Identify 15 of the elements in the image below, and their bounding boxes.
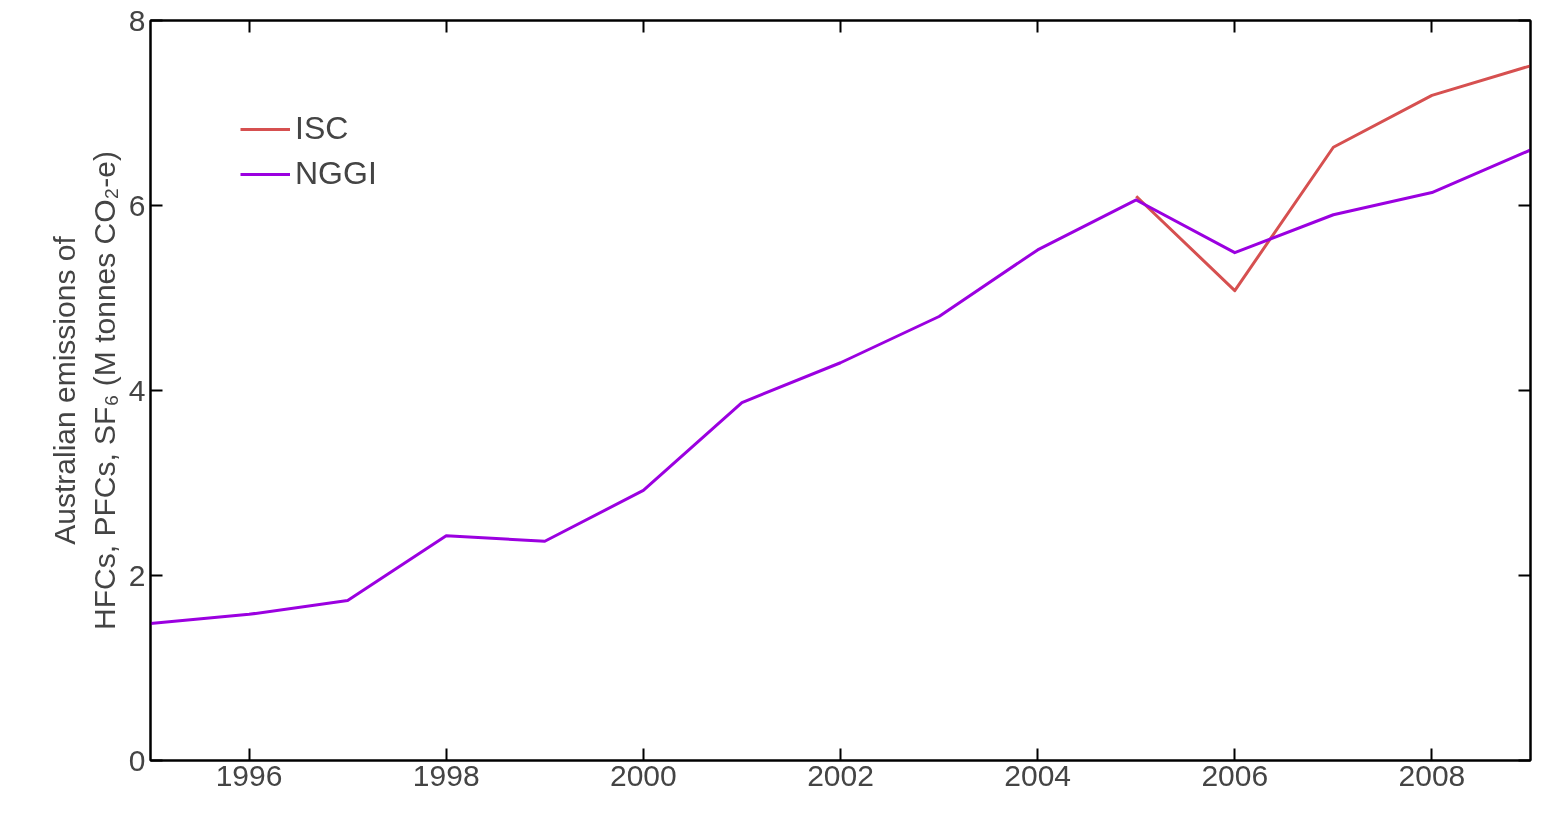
x-tick-label: 1996 xyxy=(215,758,283,792)
y-tick-label: 6 xyxy=(128,188,146,222)
x-tick-label: 2004 xyxy=(1004,758,1072,792)
y-axis-title: Australian emissions of HFCs, PFCs, SF₆ (M tonnes CO₂-e) xyxy=(48,151,121,630)
x-tick-label: 2006 xyxy=(1201,758,1269,792)
y-tick-label: 2 xyxy=(128,558,146,592)
y-tick-label: 8 xyxy=(128,3,146,37)
legend-label: NGGI xyxy=(295,155,377,192)
y-tick-label: 4 xyxy=(128,373,146,407)
legend-label: ISC xyxy=(295,110,349,147)
y-tick-label: 0 xyxy=(128,743,146,777)
x-tick-label: 2002 xyxy=(807,758,874,792)
x-tick-label: 1998 xyxy=(412,758,480,792)
x-tick-label: 2008 xyxy=(1398,758,1466,792)
x-tick-label: 2000 xyxy=(609,758,677,792)
